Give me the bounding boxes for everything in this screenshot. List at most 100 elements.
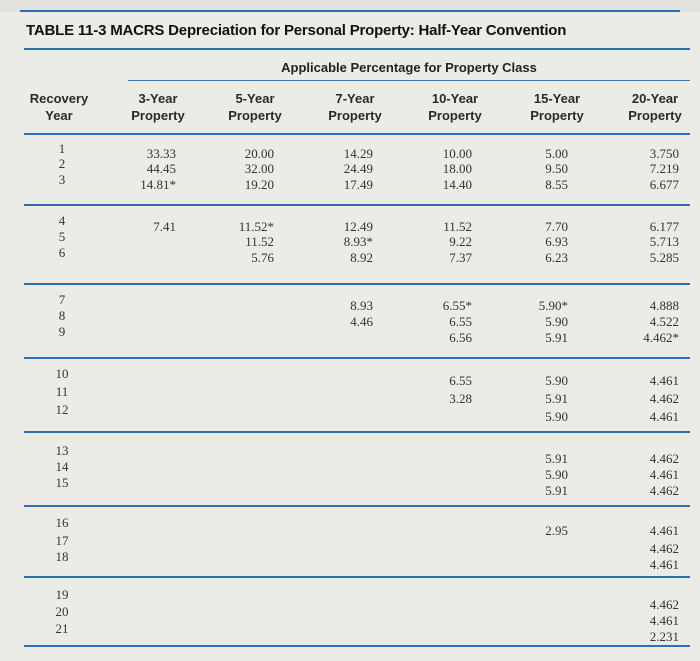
table-cell: 4.461 xyxy=(649,409,679,424)
table-cell: 2.231 xyxy=(649,629,679,644)
recovery-year-cell: 5 xyxy=(58,229,66,244)
table-cell: 6.55 xyxy=(449,373,472,388)
column-header-line2: Property xyxy=(228,108,282,123)
column-header-line2: Property xyxy=(131,108,185,123)
table-cell: 5.285 xyxy=(649,250,679,265)
table-cell: 9.50 xyxy=(545,161,568,176)
table-cell: 14.81* xyxy=(140,177,176,192)
table-cell: 6.55* xyxy=(442,298,472,313)
table-cell: 6.177 xyxy=(649,219,679,234)
table-cell: 8.93 xyxy=(350,298,373,313)
row-group-rule xyxy=(24,576,690,578)
table-cell: 5.90 xyxy=(545,314,568,329)
column-header-line1: 3-Year xyxy=(138,91,178,106)
table-cell: 5.00 xyxy=(545,146,568,161)
table-cell: 3.28 xyxy=(449,391,472,406)
group-header: Applicable Percentage for Property Class xyxy=(281,60,537,75)
recovery-year-cell: 21 xyxy=(55,621,69,636)
row-group-rule xyxy=(24,204,690,206)
recovery-year-cell: 9 xyxy=(58,324,66,339)
column-header-line1: 15-Year xyxy=(533,91,581,106)
recovery-year-cell: 7 xyxy=(58,292,66,307)
table-cell: 10.00 xyxy=(442,146,472,161)
table-cell: 5.713 xyxy=(649,234,679,249)
recovery-year-cell: 1 xyxy=(58,141,66,156)
table-cell: 5.91 xyxy=(545,330,568,345)
table-cell: 4.462 xyxy=(649,541,679,556)
table-cell: 4.46 xyxy=(350,314,373,329)
column-header-line1: 7-Year xyxy=(335,91,375,106)
table-cell: 19.20 xyxy=(244,177,274,192)
table-cell: 17.49 xyxy=(343,177,373,192)
recovery-year-cell: 13 xyxy=(55,443,69,458)
table-cell: 4.462 xyxy=(649,597,679,612)
column-header: 20-Year Property xyxy=(610,90,700,124)
row-group-rule xyxy=(24,431,690,433)
row-group-rule xyxy=(24,645,690,647)
column-header: 15-Year Property xyxy=(512,90,602,124)
recovery-year-cell: 12 xyxy=(55,402,69,417)
table-cell: 4.462 xyxy=(649,451,679,466)
table-cell: 14.40 xyxy=(442,177,472,192)
recovery-year-cell: 11 xyxy=(55,384,69,399)
table-cell: 4.462 xyxy=(649,391,679,406)
group-rule xyxy=(128,80,690,81)
table-cell: 6.55 xyxy=(449,314,472,329)
table-cell: 8.55 xyxy=(545,177,568,192)
recovery-year-cell: 18 xyxy=(55,549,69,564)
table-cell: 7.41 xyxy=(153,219,176,234)
recovery-header-line2: Year xyxy=(45,108,73,123)
column-header-line1: 5-Year xyxy=(235,91,275,106)
table-cell: 11.52* xyxy=(238,219,274,234)
table-cell: 4.461 xyxy=(649,467,679,482)
table-cell: 4.461 xyxy=(649,373,679,388)
recovery-year-cell: 3 xyxy=(58,172,66,187)
table-cell: 5.76 xyxy=(251,250,274,265)
table-cell: 20.00 xyxy=(244,146,274,161)
column-header-line1: 20-Year xyxy=(631,91,679,106)
table-cell: 6.56 xyxy=(449,330,472,345)
column-header-line2: Property xyxy=(328,108,382,123)
column-header-line1: 10-Year xyxy=(431,91,479,106)
column-header: 5-Year Property xyxy=(210,90,300,124)
table-cell: 18.00 xyxy=(442,161,472,176)
table-cell: 2.95 xyxy=(545,523,568,538)
table-cell: 5.90 xyxy=(545,373,568,388)
recovery-year-cell: 15 xyxy=(55,475,69,490)
recovery-year-cell: 10 xyxy=(55,366,69,381)
table-cell: 44.45 xyxy=(146,161,176,176)
recovery-year-header: Recovery Year xyxy=(24,90,94,124)
recovery-year-cell: 8 xyxy=(58,308,66,323)
table-cell: 24.49 xyxy=(343,161,373,176)
table-cell: 6.23 xyxy=(545,250,568,265)
recovery-year-cell: 17 xyxy=(55,533,69,548)
table-cell: 32.00 xyxy=(244,161,274,176)
column-header: 7-Year Property xyxy=(310,90,400,124)
table-cell: 5.91 xyxy=(545,483,568,498)
table-cell: 12.49 xyxy=(343,219,373,234)
column-header-line2: Property xyxy=(628,108,682,123)
column-header-line2: Property xyxy=(530,108,584,123)
recovery-year-cell: 19 xyxy=(55,587,69,602)
table-cell: 7.37 xyxy=(449,250,472,265)
table-cell: 5.90* xyxy=(538,298,568,313)
table-cell: 5.90 xyxy=(545,467,568,482)
column-header-line2: Property xyxy=(428,108,482,123)
title-rule xyxy=(24,48,690,50)
table-cell: 6.93 xyxy=(545,234,568,249)
table-cell: 4.461 xyxy=(649,557,679,572)
recovery-header-line1: Recovery xyxy=(29,91,89,106)
table-cell: 4.461 xyxy=(649,523,679,538)
column-header: 3-Year Property xyxy=(113,90,203,124)
table-title: TABLE 11-3 MACRS Depreciation for Person… xyxy=(26,22,567,39)
table-cell: 6.677 xyxy=(649,177,679,192)
top-rule xyxy=(0,0,700,12)
table-cell: 5.91 xyxy=(545,451,568,466)
recovery-year-cell: 14 xyxy=(55,459,69,474)
recovery-year-cell: 2 xyxy=(58,156,66,171)
recovery-year-cell: 16 xyxy=(55,515,69,530)
table-cell: 5.90 xyxy=(545,409,568,424)
row-group-rule xyxy=(24,505,690,507)
recovery-year-cell: 4 xyxy=(58,213,66,228)
table-cell: 4.462* xyxy=(643,330,679,345)
